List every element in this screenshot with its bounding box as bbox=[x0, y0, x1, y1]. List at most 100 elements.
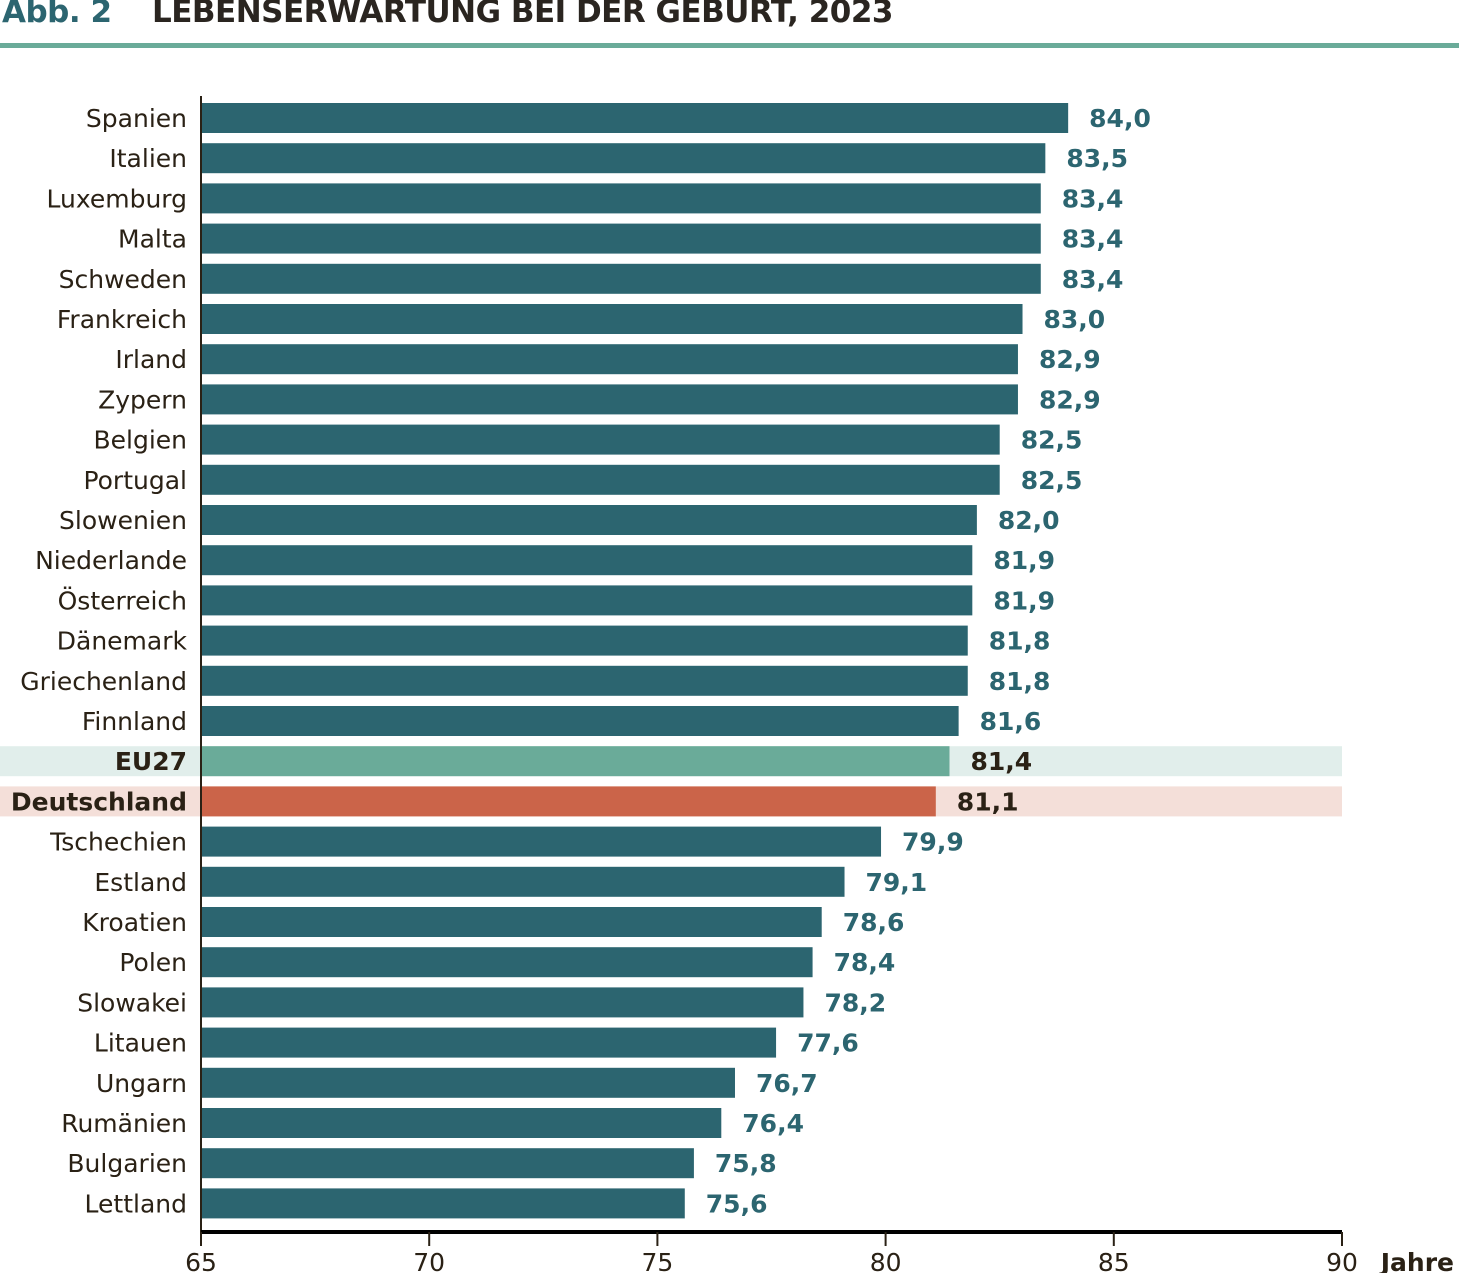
bar bbox=[201, 866, 845, 897]
bar bbox=[201, 344, 1018, 375]
value-label: 81,6 bbox=[980, 707, 1042, 736]
category-labels: Spanien Italien Luxemburg Malta Schweden Fran… bbox=[11, 104, 188, 1218]
x-tick-label: 85 bbox=[1098, 1248, 1130, 1273]
bar bbox=[201, 1188, 685, 1219]
x-axis-label: Jahre bbox=[1379, 1248, 1454, 1273]
category-label: Belgien bbox=[93, 426, 187, 455]
category-label: Rumänien bbox=[61, 1109, 187, 1138]
value-label: 83,4 bbox=[1062, 225, 1124, 254]
value-label: 78,2 bbox=[824, 988, 886, 1017]
category-label: Finnland bbox=[82, 707, 187, 736]
bar bbox=[201, 1108, 722, 1138]
bar bbox=[201, 384, 1018, 415]
value-label: 82,9 bbox=[1039, 345, 1101, 374]
category-label: Frankreich bbox=[57, 305, 187, 334]
x-tick-label: 75 bbox=[641, 1248, 673, 1273]
value-label: 79,9 bbox=[902, 828, 964, 857]
bar bbox=[201, 143, 1046, 174]
value-label: 78,6 bbox=[843, 908, 905, 937]
title-rule bbox=[0, 43, 1459, 48]
bar bbox=[201, 183, 1041, 214]
value-label: 84,0 bbox=[1089, 104, 1151, 133]
bar bbox=[201, 1148, 694, 1179]
bars bbox=[201, 103, 1069, 1219]
value-label: 76,7 bbox=[756, 1069, 818, 1098]
category-label: Niederlande bbox=[35, 546, 187, 575]
bar bbox=[201, 665, 968, 696]
value-labels: 84,0 83,5 83,4 83,4 83,4 83,0 82,9 82,9 82,5 82,5… bbox=[706, 104, 1151, 1218]
category-label: Irland bbox=[115, 345, 187, 374]
x-tick-label: 65 bbox=[185, 1248, 217, 1273]
bar bbox=[201, 263, 1041, 294]
figure-header: Abb. 2 LEBENSERWARTUNG BEI DER GEBURT, 2… bbox=[0, 0, 1459, 48]
chart-title: LEBENSERWARTUNG BEI DER GEBURT, 2023 bbox=[152, 0, 894, 30]
value-label: 79,1 bbox=[866, 868, 928, 897]
category-label: Dänemark bbox=[57, 627, 188, 656]
value-label: 81,9 bbox=[993, 546, 1055, 575]
bar bbox=[201, 907, 822, 937]
category-label: Slowakei bbox=[77, 988, 187, 1017]
category-label: Slowenien bbox=[59, 506, 187, 535]
category-label: Tschechien bbox=[49, 828, 187, 857]
category-label: Malta bbox=[118, 225, 187, 254]
category-label: Schweden bbox=[59, 265, 187, 294]
bar bbox=[201, 464, 1000, 495]
value-label: 77,6 bbox=[797, 1029, 859, 1058]
value-label: 83,4 bbox=[1062, 184, 1124, 213]
bar bbox=[201, 746, 950, 777]
value-label: 82,5 bbox=[1021, 426, 1083, 455]
value-label: 75,8 bbox=[715, 1149, 777, 1178]
category-label: Zypern bbox=[98, 385, 187, 414]
value-label: 78,4 bbox=[834, 948, 896, 977]
bar bbox=[201, 625, 968, 656]
value-label: 83,5 bbox=[1066, 144, 1128, 173]
value-label: 75,6 bbox=[706, 1189, 768, 1218]
bar bbox=[201, 947, 813, 978]
bar bbox=[201, 304, 1023, 334]
value-label: 81,9 bbox=[993, 586, 1055, 615]
category-label: Italien bbox=[109, 144, 187, 173]
category-label: Deutschland bbox=[11, 787, 187, 816]
bar bbox=[201, 1027, 777, 1058]
value-label: 81,8 bbox=[989, 667, 1051, 696]
category-label: Polen bbox=[119, 948, 187, 977]
bar bbox=[201, 706, 959, 736]
category-label: Litauen bbox=[94, 1029, 187, 1058]
value-label: 82,0 bbox=[998, 506, 1060, 535]
value-label: 76,4 bbox=[742, 1109, 804, 1138]
bar bbox=[201, 103, 1069, 133]
category-label: Bulgarien bbox=[67, 1149, 187, 1178]
bar bbox=[201, 424, 1000, 455]
category-label: Ungarn bbox=[96, 1069, 187, 1098]
category-label: Lettland bbox=[85, 1189, 187, 1218]
category-label: EU27 bbox=[115, 747, 187, 776]
value-label: 81,1 bbox=[957, 787, 1019, 816]
bar bbox=[201, 223, 1041, 254]
bar bbox=[201, 987, 804, 1018]
category-label: Griechenland bbox=[20, 667, 187, 696]
x-tick-label: 90 bbox=[1326, 1248, 1358, 1273]
value-label: 82,9 bbox=[1039, 385, 1101, 414]
value-label: 81,4 bbox=[970, 747, 1032, 776]
x-tick-label: 80 bbox=[870, 1248, 902, 1273]
category-label: Spanien bbox=[86, 104, 187, 133]
bar bbox=[201, 585, 973, 616]
figure-number: Abb. 2 bbox=[2, 0, 112, 30]
category-label: Kroatien bbox=[82, 908, 187, 937]
bar bbox=[201, 545, 973, 576]
bar bbox=[201, 786, 936, 817]
category-label: Luxemburg bbox=[46, 184, 187, 213]
value-label: 81,8 bbox=[989, 627, 1051, 656]
value-label: 83,4 bbox=[1062, 265, 1124, 294]
x-tick-label: 70 bbox=[413, 1248, 445, 1273]
value-label: 82,5 bbox=[1021, 466, 1083, 495]
value-label: 83,0 bbox=[1044, 305, 1106, 334]
category-label: Österreich bbox=[58, 586, 187, 615]
bar bbox=[201, 505, 977, 535]
bar bbox=[201, 1067, 735, 1098]
category-label: Estland bbox=[94, 868, 187, 897]
x-axis: 65 70 75 80 85 90 Jahre bbox=[185, 96, 1454, 1273]
category-label: Portugal bbox=[83, 466, 187, 495]
bar bbox=[201, 826, 882, 857]
